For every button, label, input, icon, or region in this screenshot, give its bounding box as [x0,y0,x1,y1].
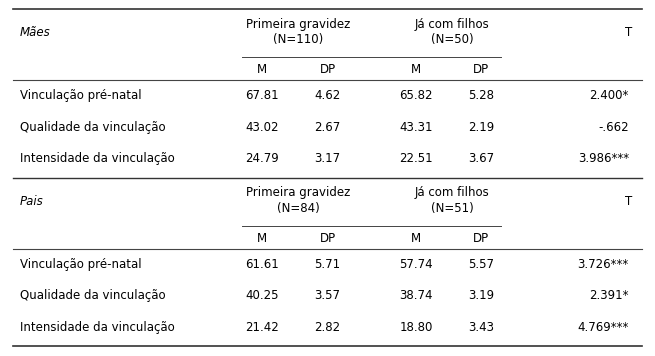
Text: (N=84): (N=84) [276,201,320,215]
Text: 3.726***: 3.726*** [578,258,629,271]
Text: Qualidade da vinculação: Qualidade da vinculação [20,121,165,134]
Text: 4.62: 4.62 [314,89,341,102]
Text: Vinculação pré-natal: Vinculação pré-natal [20,89,141,102]
Text: Primeira gravidez: Primeira gravidez [246,186,350,199]
Text: (N=110): (N=110) [273,33,323,46]
Text: (N=50): (N=50) [430,33,474,46]
Text: -.662: -.662 [598,121,629,134]
Text: M: M [257,63,267,76]
Text: Qualidade da vinculação: Qualidade da vinculação [20,289,165,302]
Text: 2.391*: 2.391* [590,289,629,302]
Text: 5.57: 5.57 [468,258,495,271]
Text: Mães: Mães [20,26,50,40]
Text: Vinculação pré-natal: Vinculação pré-natal [20,258,141,271]
Text: 2.400*: 2.400* [590,89,629,102]
Text: 3.43: 3.43 [468,321,495,334]
Text: 2.67: 2.67 [314,121,341,134]
Text: M: M [257,232,267,245]
Text: (N=51): (N=51) [430,201,474,215]
Text: DP: DP [320,232,335,245]
Text: 61.61: 61.61 [245,258,279,271]
Text: 3.57: 3.57 [314,289,341,302]
Text: 2.19: 2.19 [468,121,495,134]
Text: 57.74: 57.74 [399,258,433,271]
Text: DP: DP [474,63,489,76]
Text: Pais: Pais [20,195,43,208]
Text: Intensidade da vinculação: Intensidade da vinculação [20,321,174,334]
Text: 43.31: 43.31 [399,121,433,134]
Text: DP: DP [320,63,335,76]
Text: Intensidade da vinculação: Intensidade da vinculação [20,152,174,165]
Text: 24.79: 24.79 [245,152,279,165]
Text: Já com filhos: Já com filhos [415,17,489,31]
Text: 21.42: 21.42 [245,321,279,334]
Text: 40.25: 40.25 [245,289,279,302]
Text: DP: DP [474,232,489,245]
Text: T: T [625,26,633,40]
Text: 3.17: 3.17 [314,152,341,165]
Text: 43.02: 43.02 [245,121,279,134]
Text: 3.19: 3.19 [468,289,495,302]
Text: 67.81: 67.81 [245,89,279,102]
Text: 4.769***: 4.769*** [578,321,629,334]
Text: 22.51: 22.51 [399,152,433,165]
Text: 65.82: 65.82 [399,89,433,102]
Text: 2.82: 2.82 [314,321,341,334]
Text: Primeira gravidez: Primeira gravidez [246,17,350,31]
Text: 3.67: 3.67 [468,152,495,165]
Text: M: M [411,232,421,245]
Text: 5.28: 5.28 [468,89,495,102]
Text: M: M [411,63,421,76]
Text: 3.986***: 3.986*** [578,152,629,165]
Text: T: T [625,195,633,208]
Text: Já com filhos: Já com filhos [415,186,489,199]
Text: 18.80: 18.80 [400,321,432,334]
Text: 38.74: 38.74 [399,289,433,302]
Text: 5.71: 5.71 [314,258,341,271]
